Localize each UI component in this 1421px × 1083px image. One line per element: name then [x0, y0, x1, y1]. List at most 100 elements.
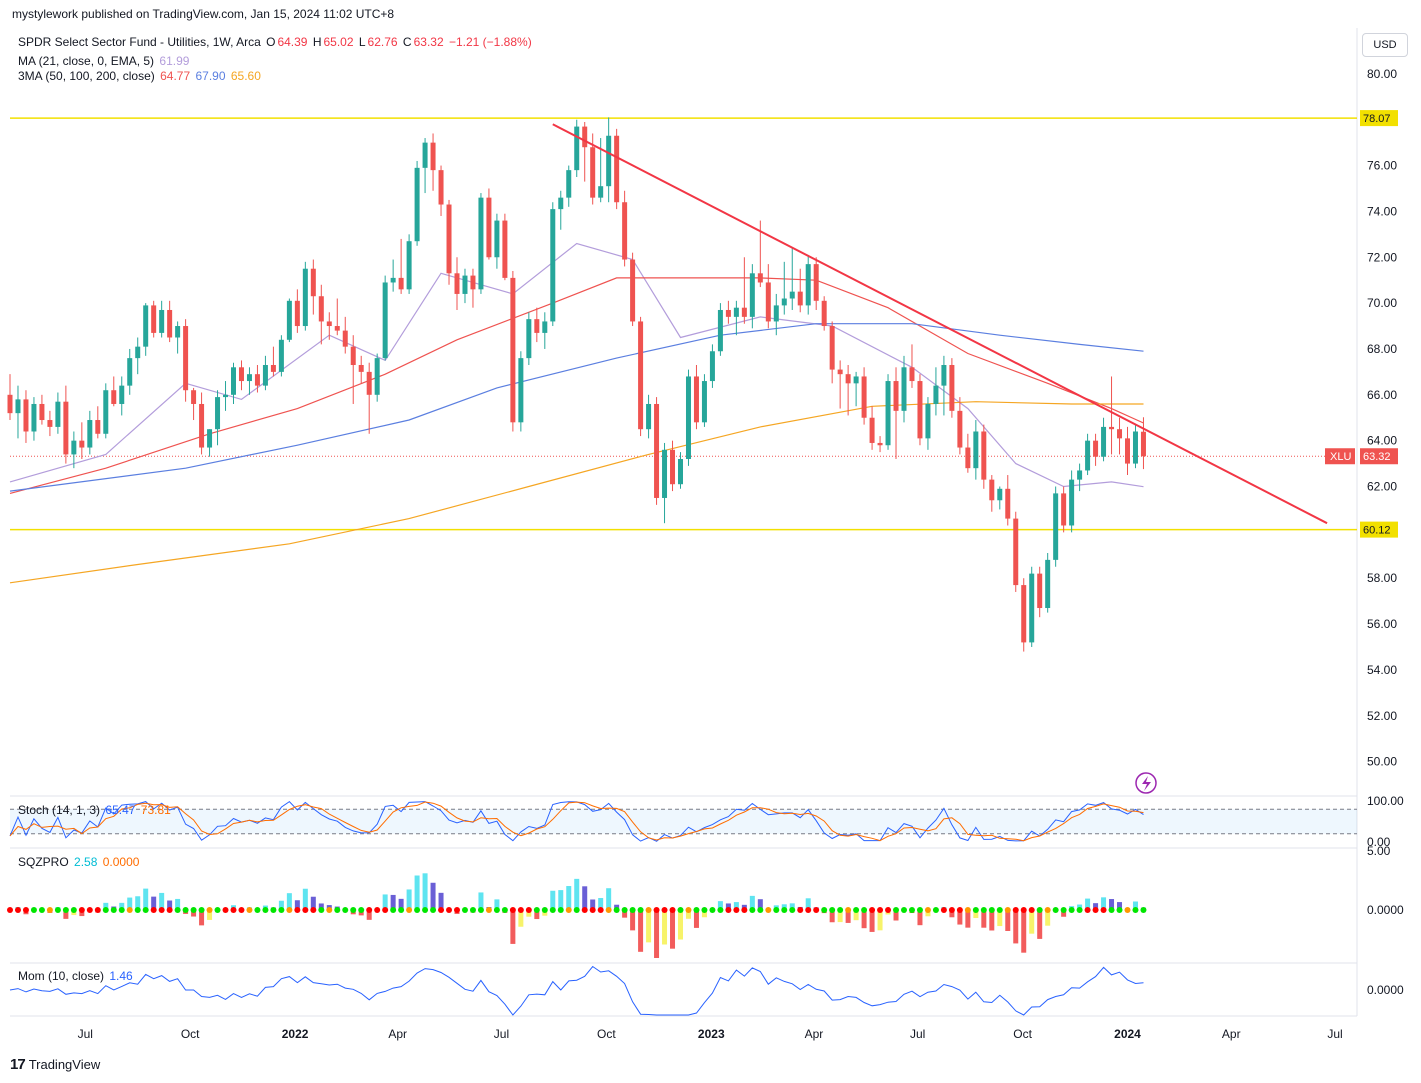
sqzpro-squeeze-dot — [677, 907, 684, 913]
candle-body — [79, 440, 85, 448]
candle-body — [175, 326, 181, 338]
candle-body — [71, 440, 77, 455]
sqzpro-squeeze-dot — [1084, 907, 1091, 913]
candle-body — [861, 376, 867, 418]
sqzpro-histogram-bar — [1037, 910, 1043, 939]
candle-body — [622, 202, 628, 260]
sqzpro-histogram-bar — [534, 910, 540, 920]
sqzpro-histogram-bar — [893, 910, 899, 921]
candle-body — [654, 403, 660, 498]
candle-body — [294, 300, 300, 327]
tradingview-footer: 17 TradingView — [10, 1056, 100, 1073]
sqzpro-histogram-bar — [302, 888, 308, 910]
sqzpro-squeeze-dot — [565, 907, 572, 913]
sqzpro-squeeze-dot — [789, 907, 796, 913]
sqzpro-squeeze-dot — [1060, 907, 1067, 913]
candle-body — [741, 307, 747, 317]
sqzpro-squeeze-dot — [126, 907, 133, 913]
ma-value: 61.99 — [159, 54, 190, 68]
candle-body — [1077, 470, 1083, 480]
price-tick-label: 70.00 — [1367, 296, 1397, 310]
sqzpro-histogram-bar — [1029, 910, 1035, 934]
sqzpro-histogram-bar — [79, 910, 85, 917]
sqzpro-histogram-bar — [127, 897, 133, 910]
sqzpro-squeeze-dot — [661, 907, 668, 913]
sqzpro-histogram-bar — [422, 873, 428, 910]
sqzpro-histogram-bar — [837, 910, 843, 923]
candle-body — [302, 268, 308, 327]
currency-button[interactable]: USD — [1362, 33, 1408, 57]
sqzpro-squeeze-dot — [996, 907, 1003, 913]
candle-body — [406, 241, 412, 290]
sqzpro-squeeze-dot — [924, 907, 931, 913]
stoch-pane: 100.00 0.00 — [9, 794, 1404, 849]
candle-body — [63, 401, 69, 455]
sqzpro-squeeze-dot — [901, 907, 907, 913]
sqzpro-squeeze-dot — [374, 907, 381, 913]
sqzpro-squeeze-dot — [158, 907, 165, 913]
sqzpro-squeeze-dot — [701, 907, 708, 913]
candle-body — [39, 403, 45, 421]
time-tick-label: Oct — [181, 1027, 200, 1041]
sqzpro-squeeze-dot — [286, 907, 293, 913]
sqzpro-histogram-bar — [1132, 901, 1138, 910]
candle-body — [1005, 488, 1011, 519]
candle-body — [1053, 493, 1059, 560]
sqzpro-squeeze-dot — [613, 907, 620, 913]
candle-body — [1037, 573, 1043, 609]
candle-body — [422, 142, 428, 168]
sqzpro-histogram-bar — [167, 900, 173, 910]
sqzpro-histogram-bar — [63, 910, 69, 919]
sqzpro-squeeze-dot — [581, 907, 588, 913]
sqzpro-squeeze-dot — [725, 907, 732, 913]
candle-body — [749, 273, 755, 317]
candle-body — [358, 365, 364, 372]
sqzpro-squeeze-dot — [829, 907, 836, 913]
time-tick-label: 2024 — [1114, 1027, 1141, 1041]
candlesticks — [7, 117, 1146, 652]
sqzpro-axis-label: 0.0000 — [1367, 903, 1404, 917]
candle-body — [262, 365, 268, 386]
candle-body — [1132, 431, 1138, 464]
candle-body — [558, 197, 564, 210]
candle-body — [470, 275, 476, 290]
candle-body — [566, 170, 572, 198]
sqzpro-histogram-bar — [757, 899, 763, 910]
sqzpro-histogram-bar — [749, 895, 755, 910]
sqzpro-squeeze-dot — [406, 907, 413, 913]
candle-body — [582, 126, 588, 148]
change-value: −1.21 (−1.88%) — [448, 35, 532, 49]
sqzpro-histogram-bar — [582, 886, 588, 910]
candle-body — [430, 142, 436, 171]
candle-body — [534, 319, 540, 333]
sqzpro-squeeze-dot — [549, 907, 556, 913]
candle-body — [717, 309, 723, 352]
trendline[interactable] — [552, 123, 1328, 525]
flash-alert-icon[interactable] — [1135, 772, 1157, 794]
candle-body — [7, 394, 13, 414]
candle-body — [933, 385, 939, 404]
price-tick-label: 52.00 — [1367, 709, 1397, 723]
stoch-legend: Stoch (14, 1, 3) 65.47 73.81 — [18, 803, 173, 817]
sqzpro-squeeze-dot — [757, 907, 764, 913]
sqzpro-squeeze-dot — [589, 907, 596, 913]
sqzpro-squeeze-dot — [150, 907, 157, 913]
price-tick-label: 76.00 — [1367, 159, 1397, 173]
sqzpro-squeeze-dot — [741, 907, 748, 913]
sqzpro-histogram-bar — [1045, 910, 1051, 926]
mom-axis-label: 0.0000 — [1367, 983, 1404, 997]
sqzpro-squeeze-dot — [198, 907, 205, 913]
sqzpro-squeeze-dot — [7, 907, 13, 913]
candle-body — [310, 268, 316, 297]
sqzpro-histogram-bar — [957, 910, 963, 925]
sqzpro-histogram-bar — [861, 910, 867, 929]
sqzpro-histogram-bar — [430, 882, 436, 910]
sqzpro-histogram-bar — [590, 899, 596, 910]
candle-body — [326, 321, 332, 327]
time-tick-label: Apr — [1222, 1027, 1241, 1041]
sqzpro-histogram-bar — [678, 910, 683, 940]
sqzpro-squeeze-dot — [605, 907, 612, 913]
candle-body — [366, 371, 372, 395]
stoch-label: Stoch (14, 1, 3) — [18, 803, 101, 817]
